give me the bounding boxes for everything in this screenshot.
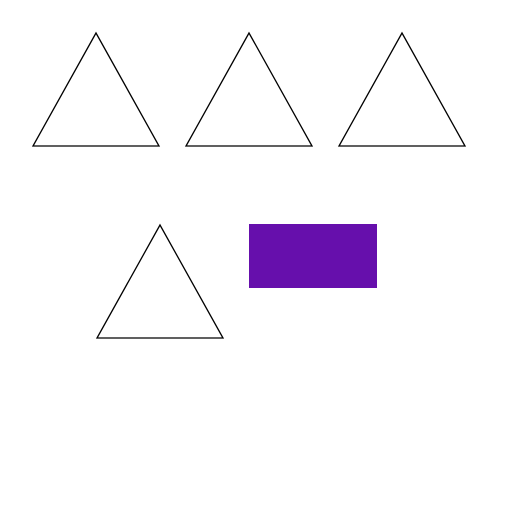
triangle-bottom-left: [95, 223, 225, 339]
triangle-top-middle: [184, 31, 314, 147]
triangle-top-left: [31, 31, 161, 147]
purple-rectangle: [249, 224, 377, 288]
triangle-top-right: [337, 31, 467, 147]
